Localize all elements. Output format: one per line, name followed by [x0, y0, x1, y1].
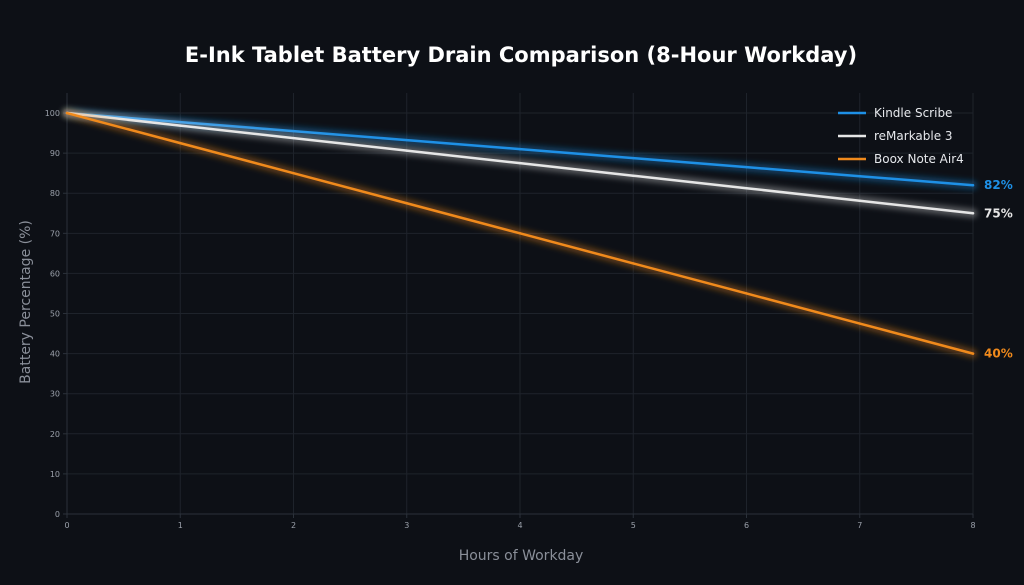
legend-label: Boox Note Air4 — [874, 152, 964, 166]
data-point — [179, 124, 182, 127]
series-end-label: 82% — [984, 178, 1013, 192]
data-point — [405, 202, 408, 205]
legend-label: Kindle Scribe — [874, 106, 952, 120]
data-point — [292, 171, 295, 175]
data-point — [971, 184, 975, 187]
data-point — [632, 262, 635, 265]
y-tick-label: 10 — [50, 470, 60, 479]
x-tick-label: 7 — [857, 521, 862, 530]
data-point — [971, 212, 975, 215]
y-tick-label: 70 — [50, 229, 60, 238]
end-labels: 82% 75% 40% — [984, 178, 1013, 360]
x-tick-label: 8 — [970, 521, 975, 530]
x-tick-label: 4 — [517, 521, 522, 530]
data-point — [405, 149, 408, 152]
x-tick-label: 5 — [631, 521, 636, 530]
legend: Kindle Scribe reMarkable 3 Boox Note Air4 — [838, 106, 964, 166]
y-tick-label: 20 — [50, 430, 60, 439]
y-tick-label: 80 — [50, 189, 60, 198]
data-point — [745, 165, 748, 169]
chart-title: E-Ink Tablet Battery Drain Comparison (8… — [185, 43, 857, 67]
data-point — [292, 136, 295, 140]
x-axis-title: Hours of Workday — [459, 548, 584, 564]
y-tick-label: 60 — [50, 269, 60, 278]
data-point — [292, 129, 295, 133]
series-lines — [62, 108, 978, 359]
series-end-label: 75% — [984, 206, 1013, 220]
data-point — [518, 147, 522, 151]
data-point — [745, 187, 748, 190]
y-tick-label: 90 — [50, 149, 60, 158]
data-point — [858, 322, 861, 325]
x-tick-label: 3 — [404, 521, 409, 530]
data-point — [518, 161, 522, 165]
series-end-label: 40% — [984, 347, 1013, 361]
data-point — [405, 138, 408, 142]
x-tick-label: 1 — [178, 521, 183, 530]
data-point — [971, 352, 975, 355]
data-point — [179, 141, 182, 145]
data-point — [858, 199, 861, 202]
y-tick-label: 50 — [50, 310, 60, 319]
y-tick-label: 100 — [45, 109, 60, 118]
x-tick-label: 2 — [291, 521, 296, 530]
data-point — [632, 174, 635, 177]
data-point — [518, 232, 522, 235]
legend-label: reMarkable 3 — [874, 129, 953, 143]
y-tick-label: 0 — [55, 510, 60, 519]
y-axis-title: Battery Percentage (%) — [18, 220, 34, 384]
y-tick-label: 40 — [50, 350, 60, 359]
x-tick-label: 0 — [64, 521, 69, 530]
data-point — [65, 111, 69, 115]
data-point — [632, 156, 635, 160]
grid-lines — [66, 93, 974, 515]
y-tick-label: 30 — [50, 390, 60, 399]
x-tick-label: 6 — [744, 521, 749, 530]
data-point — [745, 292, 748, 295]
data-point — [858, 174, 861, 178]
